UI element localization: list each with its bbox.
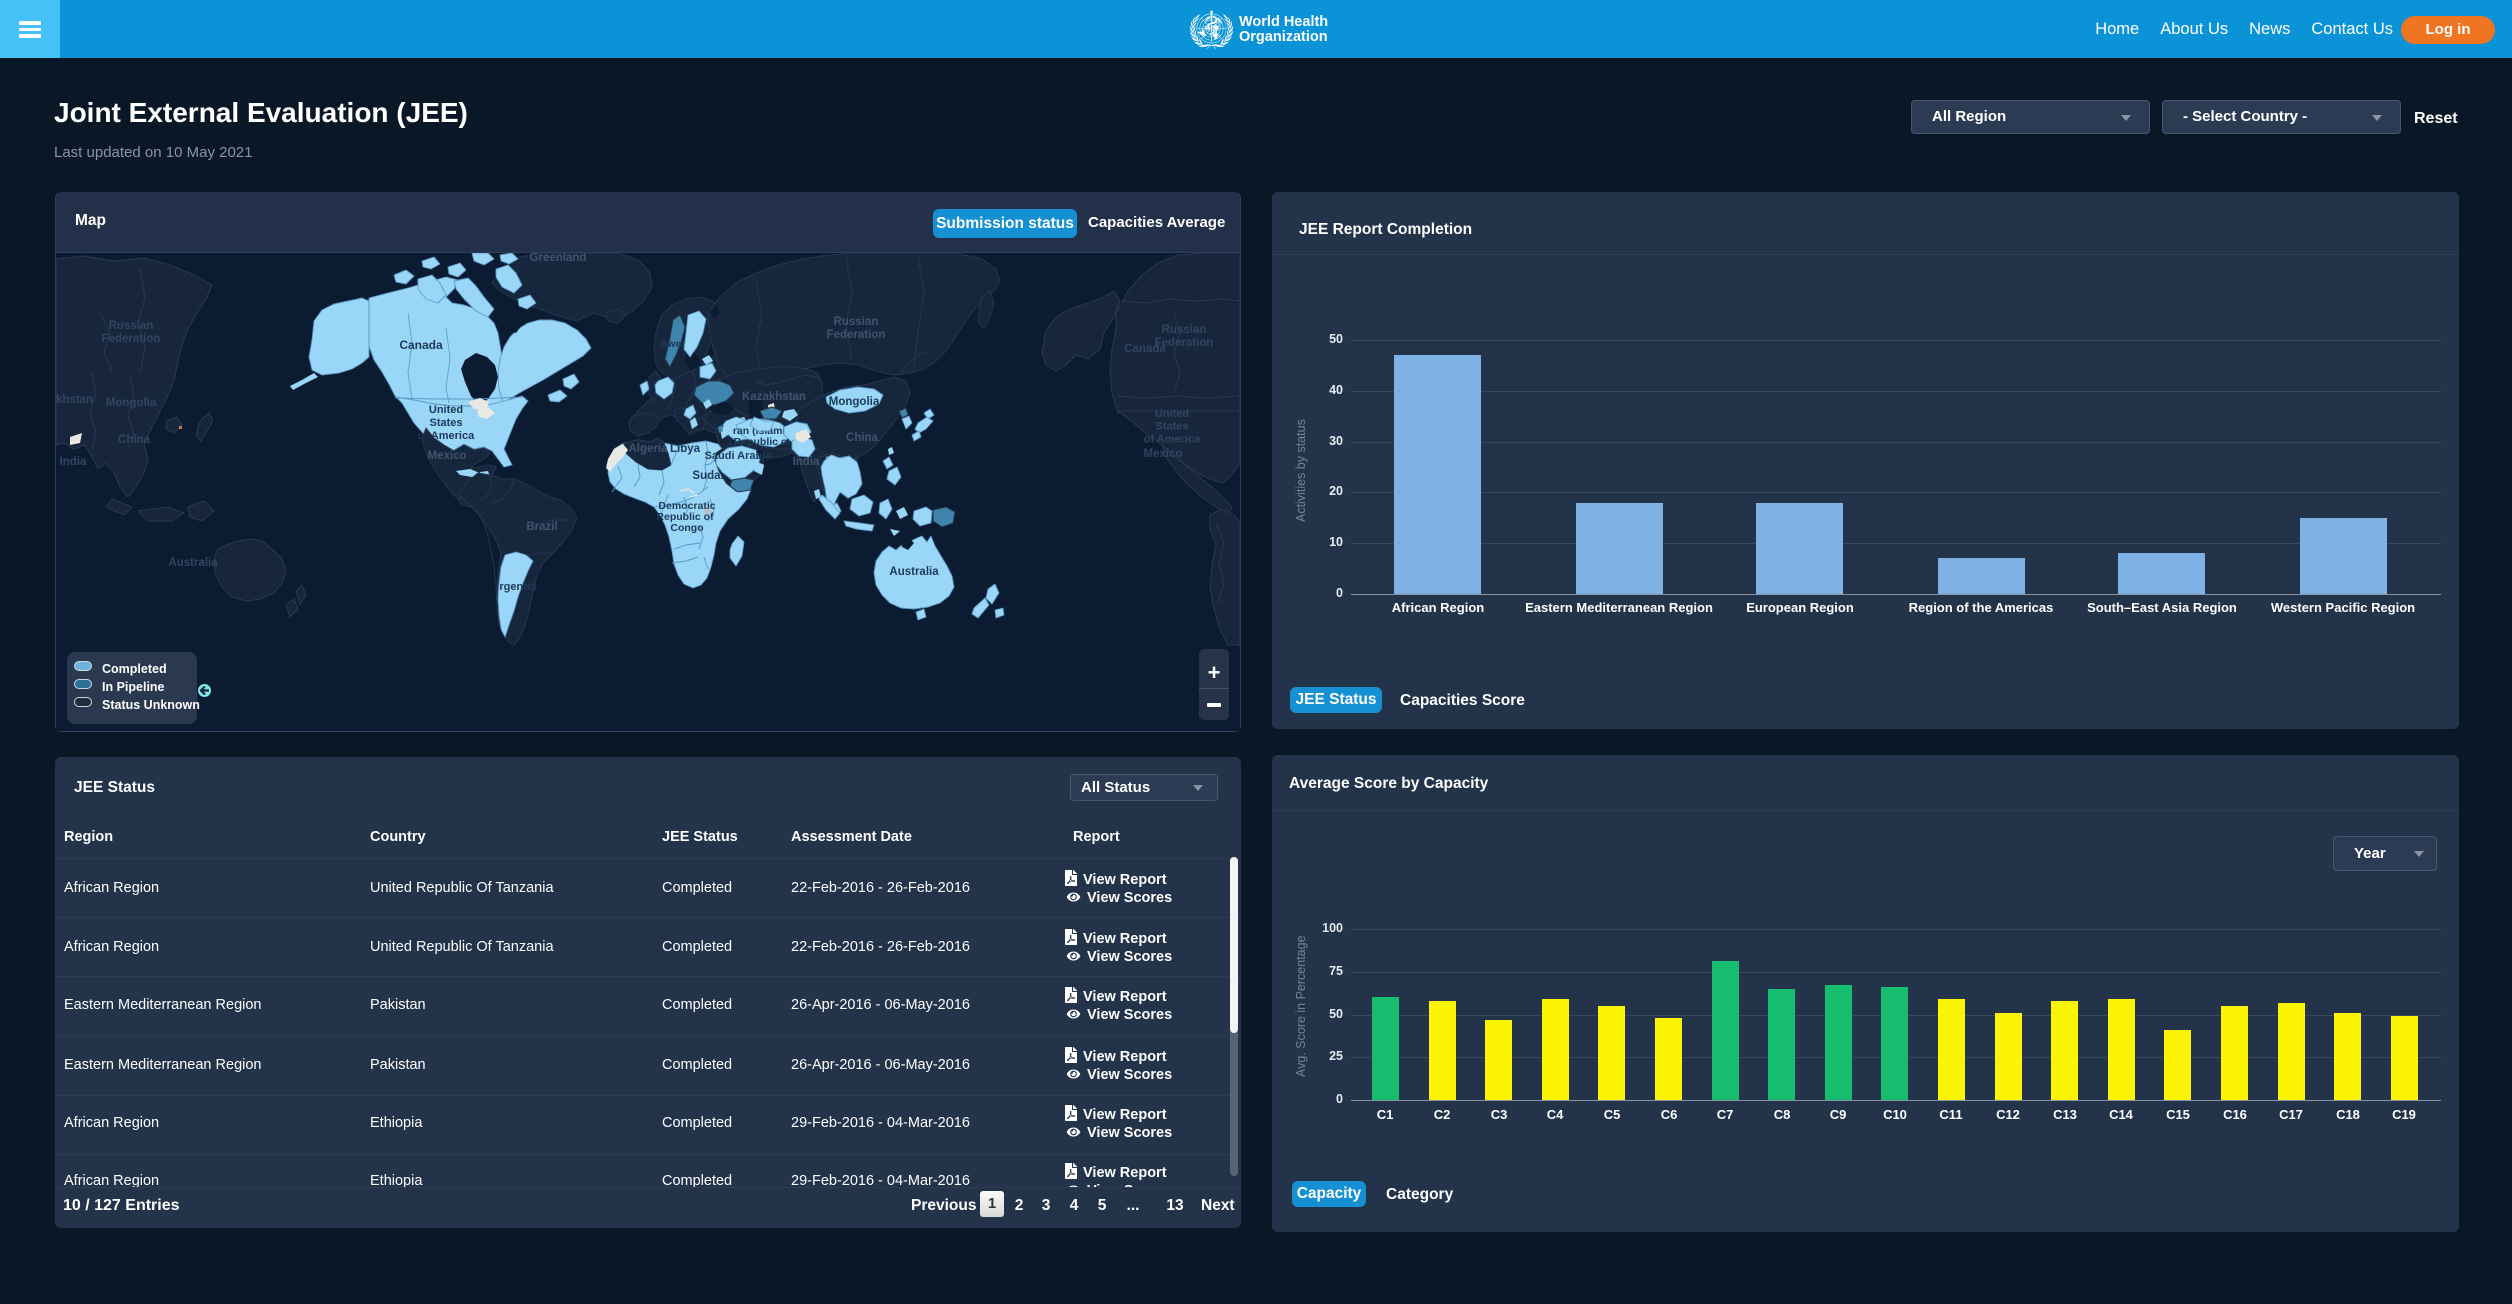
svg-text:United: United [1155, 408, 1189, 420]
svg-text:Russian: Russian [834, 316, 879, 328]
svg-text:Republic of: Republic of [656, 511, 714, 523]
svg-text:Australia: Australia [168, 557, 218, 569]
svg-text:China: China [846, 432, 879, 444]
svg-text:India: India [60, 456, 87, 468]
svg-text:Algeria: Algeria [629, 443, 669, 455]
svg-text:Sudan: Sudan [692, 470, 727, 482]
svg-text:Russian: Russian [1162, 324, 1207, 336]
svg-text:Congo: Congo [670, 522, 703, 534]
svg-text:Republic of): Republic of) [734, 436, 795, 448]
svg-text:India: India [793, 456, 820, 468]
svg-text:Mexico: Mexico [428, 450, 467, 462]
svg-text:Canada: Canada [399, 338, 443, 352]
svg-text:Greenland: Greenland [530, 253, 587, 264]
svg-text:Libya: Libya [670, 443, 701, 455]
svg-text:States: States [1155, 421, 1188, 433]
svg-text:China: China [118, 434, 151, 446]
svg-text:khstan: khstan [56, 394, 93, 406]
svg-text:Mongolia: Mongolia [829, 396, 880, 408]
svg-text:rgentin: rgentin [499, 581, 537, 593]
svg-text:Federation: Federation [827, 329, 886, 341]
svg-text:Federation: Federation [1155, 337, 1214, 349]
svg-text:Mongolia: Mongolia [106, 397, 157, 409]
svg-text:Democratic: Democratic [658, 500, 715, 512]
svg-text:Russian: Russian [109, 320, 154, 332]
svg-text:Canada: Canada [1124, 343, 1166, 355]
svg-text:Kazakhstan: Kazakhstan [742, 391, 806, 403]
svg-text:Australia: Australia [889, 566, 939, 578]
svg-text:Mexico: Mexico [1144, 448, 1183, 460]
svg-text:United: United [429, 404, 463, 416]
svg-text:States: States [429, 417, 462, 429]
svg-text:Brazil: Brazil [526, 521, 557, 533]
svg-text:of America: of America [1144, 433, 1201, 445]
svg-text:Federation: Federation [102, 333, 161, 345]
svg-text:Saudi Arabia: Saudi Arabia [705, 450, 773, 462]
